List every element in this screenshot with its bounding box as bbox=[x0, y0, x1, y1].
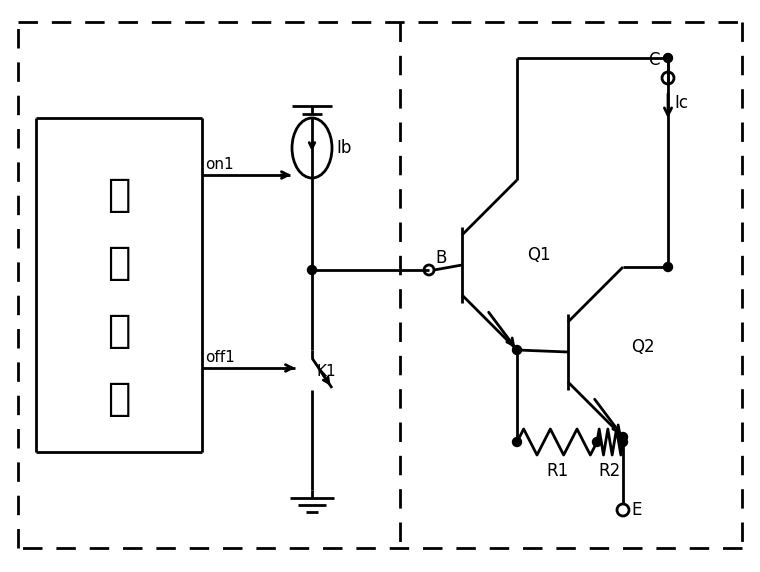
Text: 逻: 逻 bbox=[107, 176, 131, 214]
Text: off1: off1 bbox=[205, 350, 235, 365]
Text: on1: on1 bbox=[205, 157, 233, 172]
Circle shape bbox=[593, 438, 601, 447]
Text: B: B bbox=[435, 249, 446, 267]
Text: Ib: Ib bbox=[336, 139, 351, 157]
Text: Q1: Q1 bbox=[527, 246, 551, 264]
Circle shape bbox=[663, 54, 673, 62]
Circle shape bbox=[512, 345, 521, 355]
Text: Ic: Ic bbox=[674, 94, 688, 112]
Text: E: E bbox=[631, 501, 641, 519]
Text: Q2: Q2 bbox=[631, 338, 654, 356]
Text: 路: 路 bbox=[107, 380, 131, 418]
Circle shape bbox=[512, 438, 521, 447]
Circle shape bbox=[663, 263, 673, 272]
Text: 电: 电 bbox=[107, 312, 131, 350]
Text: R2: R2 bbox=[599, 462, 621, 480]
Text: R1: R1 bbox=[546, 462, 568, 480]
Text: C: C bbox=[648, 51, 660, 69]
Text: K1: K1 bbox=[316, 364, 336, 379]
Circle shape bbox=[308, 265, 316, 275]
Text: 辑: 辑 bbox=[107, 244, 131, 282]
Circle shape bbox=[619, 432, 628, 442]
Circle shape bbox=[619, 438, 628, 447]
